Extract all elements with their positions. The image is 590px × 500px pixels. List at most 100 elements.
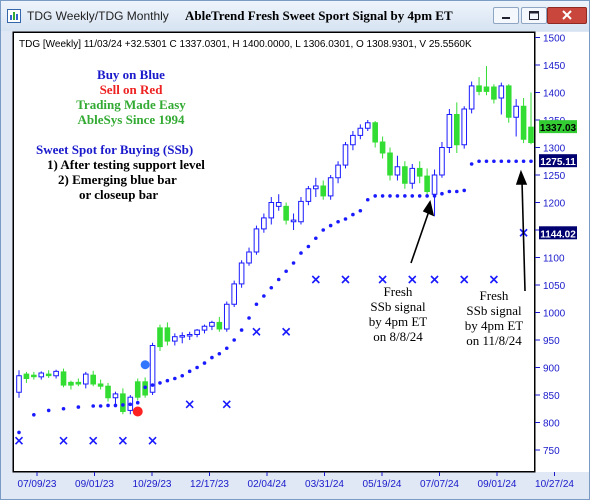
candle-body — [327, 177, 334, 197]
sell-signal-dot — [132, 406, 143, 417]
support-dot — [247, 316, 251, 320]
support-dot — [306, 244, 311, 249]
sweet-spot-line-3: or closeup bar — [79, 187, 158, 202]
grid-layer — [12, 31, 536, 473]
minimize-button[interactable] — [493, 7, 519, 24]
support-dot — [314, 236, 318, 241]
candle-body — [238, 262, 245, 285]
support-dot — [180, 373, 185, 378]
y-tick-label: 1250 — [543, 171, 566, 182]
candle-body — [498, 85, 505, 99]
support-dot — [135, 400, 140, 405]
support-price-label: 1275.11 — [540, 157, 576, 168]
candle-body — [335, 164, 341, 179]
x-tick-label: 09/01/23 — [75, 479, 114, 490]
candle-body — [468, 85, 475, 110]
support-dot — [462, 188, 467, 193]
candle-body — [461, 108, 468, 146]
candle-body — [320, 185, 327, 197]
annotation-nov: Fresh SSb signal by 4pm ET on 11/8/24 — [465, 288, 524, 348]
support-dot — [173, 376, 177, 381]
close-button[interactable] — [547, 7, 587, 24]
x-tick-label: 03/31/24 — [305, 479, 344, 490]
candle-body — [520, 105, 527, 140]
candle-body — [90, 374, 97, 385]
annotation-aug-line-1: Fresh — [384, 284, 413, 299]
support-dot — [254, 302, 259, 307]
y-tick-label: 1000 — [543, 309, 566, 320]
sweet-spot-title: Sweet Spot for Buying (SSb) — [36, 142, 193, 157]
buy-signal-dot — [140, 360, 150, 370]
support-dot — [150, 383, 155, 387]
close-price-tag — [539, 120, 577, 134]
candle-body — [97, 383, 104, 387]
support-dot — [432, 194, 437, 198]
candle-body — [453, 114, 460, 146]
support-dot — [106, 403, 110, 408]
support-dot — [365, 197, 370, 202]
y-tick-label: 900 — [543, 364, 560, 375]
x-marker — [378, 275, 387, 284]
support-dot — [499, 159, 504, 164]
stop-price-tag — [539, 226, 577, 240]
x-marker — [430, 275, 439, 284]
support-dot — [299, 251, 303, 255]
candle-body — [313, 185, 319, 190]
support-dot — [158, 381, 162, 385]
candle-body — [179, 335, 186, 338]
x-tick-label: 10/27/24 — [535, 479, 574, 490]
support-dot — [113, 403, 118, 408]
candle-body — [38, 372, 45, 378]
arrow-nov-shaft — [521, 180, 526, 292]
x-marker — [341, 275, 350, 284]
support-dot — [447, 189, 452, 194]
candle-body — [387, 152, 393, 176]
candle-body — [209, 321, 215, 327]
annotation-aug-line-2: SSb signal — [370, 299, 426, 314]
title-bar: TDG Weekly/TDG Monthly AbleTrend Fresh S… — [1, 1, 589, 31]
candle-body — [476, 85, 482, 92]
candle-body — [394, 166, 401, 176]
annotation-nov-line-1: Fresh — [480, 288, 509, 303]
annotation-aug: Fresh SSb signal by 4pm ET on 8/8/24 — [369, 284, 428, 344]
restore-button[interactable] — [521, 7, 547, 24]
candle-body — [283, 205, 289, 221]
arrow-aug-shaft — [410, 210, 430, 264]
x-marker — [408, 275, 417, 284]
brand-text: AbleSys Since 1994 — [78, 112, 185, 127]
candle-body — [491, 86, 497, 100]
candle-body — [357, 127, 364, 136]
support-dot — [343, 217, 348, 221]
support-dot — [195, 365, 199, 370]
y-tick-label: 1300 — [543, 144, 566, 155]
candle-body — [23, 373, 30, 380]
support-dot — [440, 191, 444, 196]
support-dot — [521, 159, 526, 164]
candle-body — [231, 283, 237, 305]
support-dot — [484, 159, 489, 164]
plot-frame — [12, 31, 536, 473]
candle-body — [134, 381, 141, 398]
support-dot — [425, 194, 429, 198]
support-dot — [17, 430, 21, 435]
candle-body — [402, 166, 408, 184]
candle-body — [16, 375, 22, 393]
y-tick-label: 1050 — [543, 281, 566, 292]
candle-body — [82, 373, 89, 385]
header-info: TDG [Weekly] 11/03/24 +32.5301 C 1337.03… — [19, 39, 472, 50]
support-price-tag — [539, 154, 577, 168]
support-dot — [143, 385, 147, 390]
support-dot — [91, 404, 96, 408]
support-dot — [351, 212, 355, 217]
candle-body — [364, 122, 371, 129]
support-dot — [284, 269, 288, 274]
support-dot — [262, 294, 266, 298]
plot-area — [13, 32, 535, 472]
x-marker — [222, 400, 231, 409]
x-marker — [89, 436, 98, 445]
annotation-nov-line-2: SSb signal — [466, 303, 522, 318]
support-dot — [388, 194, 392, 198]
support-dot — [76, 405, 81, 409]
support-dot — [477, 159, 481, 164]
